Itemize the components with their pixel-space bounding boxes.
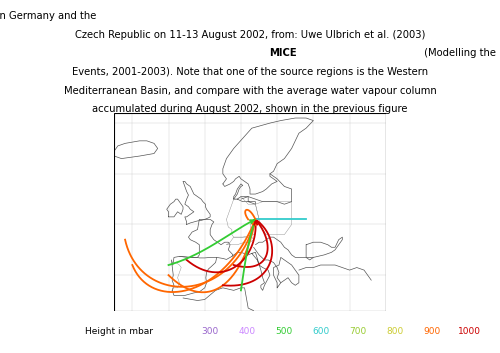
- Text: Weather, 58, 434-443., and EC Project MICE (Modelling the Impact of Extreme: Weather, 58, 434-443., and EC Project MI…: [56, 48, 444, 58]
- Text: 300: 300: [202, 327, 218, 336]
- Text: ) that fed torrential rains in Germany and the: ) that fed torrential rains in Germany a…: [0, 11, 96, 21]
- Text: Czech Republic on 11-13 August 2002, from: Uwe Ulbrich et al. (2003): Czech Republic on 11-13 August 2002, fro…: [75, 30, 425, 40]
- Text: accumulated during August 2002, shown in the previous figure: accumulated during August 2002, shown in…: [92, 104, 408, 114]
- Text: Mediterranean Basin, and compare with the average water vapour column: Mediterranean Basin, and compare with th…: [64, 85, 436, 96]
- Text: 600: 600: [312, 327, 330, 336]
- Text: 800: 800: [386, 327, 404, 336]
- Text: 500: 500: [276, 327, 292, 336]
- Text: 900: 900: [424, 327, 440, 336]
- Text: Back trajectories (type Vb) that fed torrential rains in Germany and the: Back trajectories (type Vb) that fed tor…: [72, 11, 428, 21]
- Text: 1000: 1000: [458, 327, 480, 336]
- Text: 400: 400: [238, 327, 256, 336]
- Text: Events, 2001-2003). Note that one of the source regions is the Western: Events, 2001-2003). Note that one of the…: [72, 67, 428, 77]
- Text: MICE: MICE: [269, 48, 296, 58]
- Text: (Modelling the Impact of Extreme: (Modelling the Impact of Extreme: [421, 48, 500, 58]
- Text: Height in mbar: Height in mbar: [85, 327, 153, 336]
- Text: 700: 700: [350, 327, 366, 336]
